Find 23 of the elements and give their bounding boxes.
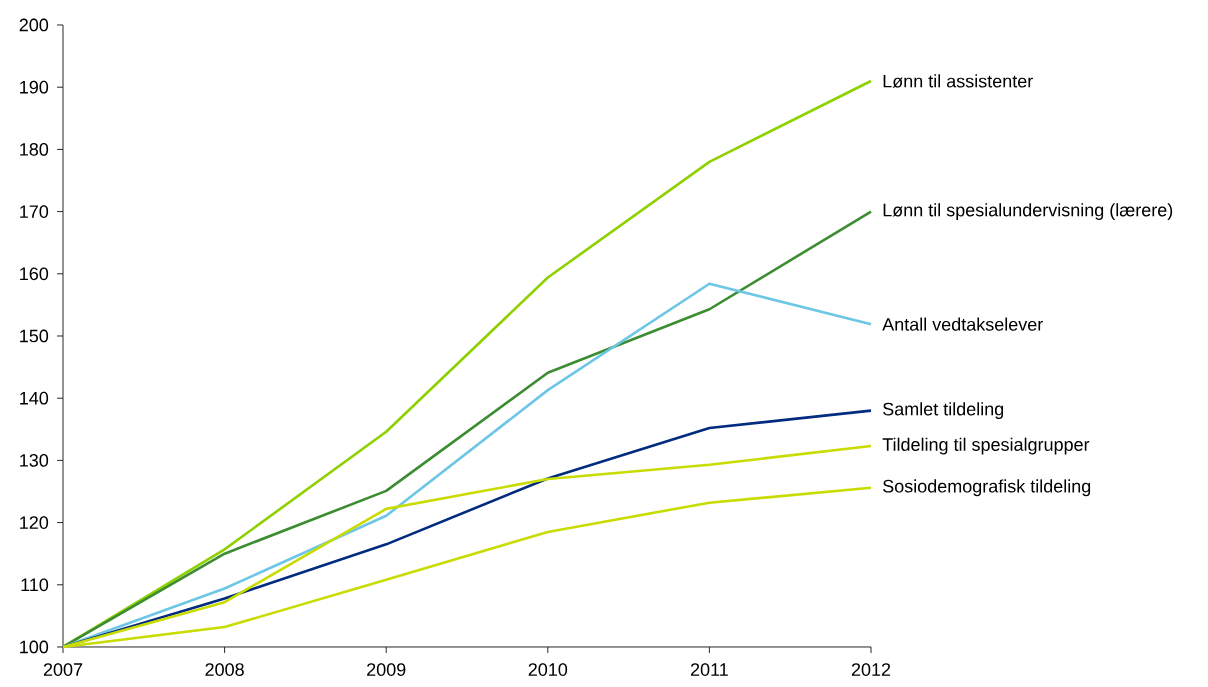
series-label: Lønn til assistenter xyxy=(883,74,1033,88)
x-tick-label: 2009 xyxy=(367,663,406,676)
y-tick-label: 150 xyxy=(20,329,49,343)
y-tick-label: 190 xyxy=(20,80,49,94)
y-tick-label: 140 xyxy=(20,391,49,405)
x-tick-label: 2012 xyxy=(851,663,891,676)
x-tick-label: 2010 xyxy=(528,663,568,676)
y-tick-label: 160 xyxy=(20,267,49,281)
series-label: Tildeling til spesialgrupper xyxy=(882,437,1090,455)
series-label: Sosiodemografisk tildeling xyxy=(883,479,1091,497)
series-label: Antall vedtakselever xyxy=(882,317,1043,331)
y-tick-label: 180 xyxy=(20,143,49,156)
y-tick-label: 170 xyxy=(20,205,49,218)
series-label: Samlet tildeling xyxy=(883,402,1004,420)
y-tick-label: 120 xyxy=(20,516,49,529)
y-tick-label: 110 xyxy=(21,578,49,592)
y-tick-label: 130 xyxy=(20,454,49,467)
series-label: Lønn til spesialundervisning (lærere) xyxy=(883,203,1173,220)
x-tick-label: 2007 xyxy=(43,663,83,676)
x-tick-label: 2008 xyxy=(205,663,244,676)
y-tick-label: 200 xyxy=(19,18,49,32)
y-tick-label: 100 xyxy=(20,640,49,654)
x-tick-label: 2011 xyxy=(690,663,728,676)
